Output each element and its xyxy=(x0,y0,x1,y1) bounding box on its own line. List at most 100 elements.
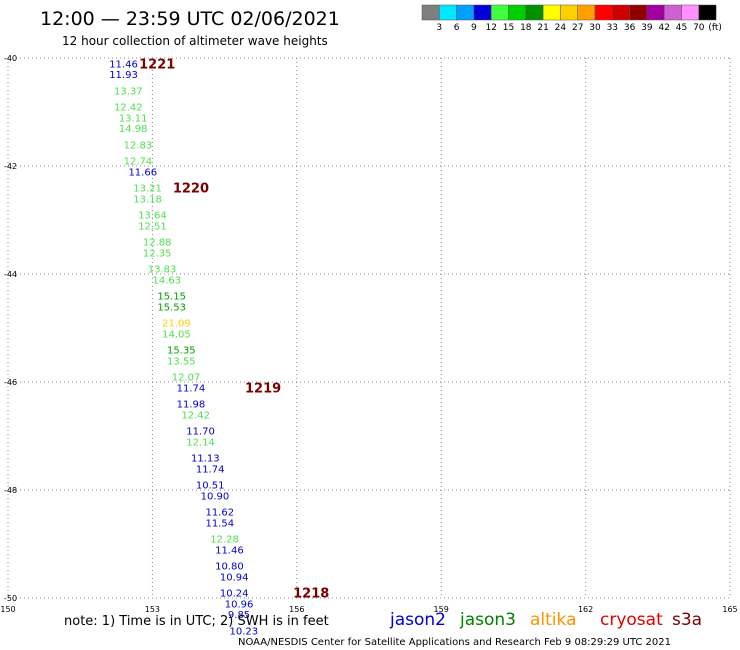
color-scale-label: 9 xyxy=(471,23,477,33)
color-swatch xyxy=(473,4,492,21)
color-scale-label: 45 xyxy=(676,23,687,33)
color-scale-label: 18 xyxy=(520,23,532,33)
color-scale-label: 39 xyxy=(641,23,653,33)
swh-value-label: 14.63 xyxy=(153,275,182,286)
swh-value-label: 11.62 xyxy=(205,508,234,519)
color-swatch xyxy=(663,4,682,21)
color-swatch xyxy=(490,4,509,21)
satellite-legend-item: cryosat xyxy=(600,610,663,630)
color-scale-label: 12 xyxy=(485,23,496,33)
swh-value-label: 10.96 xyxy=(225,599,254,610)
swh-value-label: 13.64 xyxy=(138,211,167,222)
time-label: 1219 xyxy=(245,381,281,396)
swh-value-label: 11.46 xyxy=(215,545,244,556)
satellite-legend-item: jason2 xyxy=(389,610,446,630)
color-scale-unit: (ft) xyxy=(708,23,722,33)
swh-value-label: 10.94 xyxy=(220,572,249,583)
color-scale-label: 42 xyxy=(658,23,669,33)
satellite-legend-item: altika xyxy=(530,610,577,630)
satellite-legend-item: s3a xyxy=(672,610,702,630)
grid-lines xyxy=(7,57,731,599)
color-swatch xyxy=(525,4,544,21)
footer-credit: NOAA/NESDIS Center for Satellite Applica… xyxy=(238,637,671,648)
y-tick-label: -48 xyxy=(4,486,17,495)
color-scale-label: 6 xyxy=(454,23,460,33)
swh-value-label: 11.13 xyxy=(191,454,220,465)
time-labels: 1221 1220 1219 1218 xyxy=(139,57,329,601)
color-swatch xyxy=(594,4,613,21)
swh-value-label: 13.18 xyxy=(133,194,162,205)
color-swatch xyxy=(646,4,665,21)
x-tick-label: 165 xyxy=(722,605,737,614)
time-label: 1220 xyxy=(173,182,209,197)
swh-value-label: 12.35 xyxy=(143,248,172,259)
color-scale-label: 15 xyxy=(503,23,514,33)
color-scale-label: 27 xyxy=(572,23,583,33)
satellite-legend-item: jason3 xyxy=(459,610,516,630)
swh-value-label: 13.83 xyxy=(148,265,177,276)
y-tick-label: -50 xyxy=(4,594,17,603)
swh-value-label: 11.74 xyxy=(196,464,225,475)
swh-value-label: 12.28 xyxy=(210,535,239,546)
swh-value-label: 12.51 xyxy=(138,221,167,232)
swh-value-label: 11.66 xyxy=(128,167,157,178)
swh-value-label: 14.05 xyxy=(162,329,191,340)
swh-value-label: 10.80 xyxy=(215,562,244,573)
color-swatch xyxy=(612,4,630,21)
color-swatch xyxy=(698,4,717,21)
swh-value-label: 13.11 xyxy=(119,113,148,124)
swh-value-label: 15.15 xyxy=(157,292,186,303)
color-scale-label: 30 xyxy=(589,23,601,33)
y-tick-label: -44 xyxy=(4,270,17,279)
color-swatch xyxy=(542,4,561,21)
data-labels: 11.4611.9313.3712.4213.1114.9812.8312.74… xyxy=(109,59,258,637)
swh-value-label: 9.85 xyxy=(228,610,250,621)
plot-frame xyxy=(8,58,730,598)
x-tick-label: 159 xyxy=(434,605,449,614)
color-swatch xyxy=(560,4,578,21)
color-scale-label: 3 xyxy=(436,23,442,33)
swh-value-label: 10.51 xyxy=(196,481,225,492)
swh-value-label: 13.55 xyxy=(167,356,196,367)
swh-value-label: 12.83 xyxy=(124,140,153,151)
swh-value-label: 11.74 xyxy=(177,383,206,394)
y-tick-label: -46 xyxy=(4,378,17,387)
color-scale-label: 70 xyxy=(693,23,705,33)
swh-value-label: 12.88 xyxy=(143,238,172,249)
x-tick-label: 150 xyxy=(0,605,15,614)
color-swatch xyxy=(629,4,648,21)
swh-value-label: 10.90 xyxy=(201,491,230,502)
time-label: 1218 xyxy=(293,587,329,602)
swh-value-label: 11.98 xyxy=(177,400,206,411)
color-swatch xyxy=(577,4,596,21)
swh-value-label: 11.93 xyxy=(109,70,138,81)
color-swatch xyxy=(508,4,527,21)
swh-value-label: 13.37 xyxy=(114,86,143,97)
color-swatch xyxy=(681,4,700,21)
color-swatch xyxy=(439,4,457,21)
swh-value-label: 10.24 xyxy=(220,589,249,600)
x-tick-label: 156 xyxy=(289,605,304,614)
swh-value-label: 12.42 xyxy=(181,410,210,421)
swh-value-label: 15.35 xyxy=(167,346,196,357)
chart-subtitle: 12 hour collection of altimeter wave hei… xyxy=(62,34,328,48)
swh-value-label: 11.70 xyxy=(186,427,215,438)
x-tick-label: 162 xyxy=(578,605,593,614)
color-scale-label: 33 xyxy=(607,23,618,33)
time-label: 1221 xyxy=(139,57,175,72)
swh-value-label: 12.74 xyxy=(124,157,153,168)
color-scale-legend: 3 6 9 12 15 18 21 24 27 30 33 36 39 42 45 70 (ft) xyxy=(421,4,722,33)
swh-value-label: 11.54 xyxy=(205,518,234,529)
footer-note: note: 1) Time is in UTC; 2) SWH is in fe… xyxy=(64,614,329,629)
color-swatch xyxy=(456,4,475,21)
swh-value-label: 15.53 xyxy=(157,302,186,313)
color-swatch xyxy=(421,4,440,21)
chart-title: 12:00 — 23:59 UTC 02/06/2021 xyxy=(40,8,340,30)
x-tick-label: 153 xyxy=(145,605,160,614)
swh-value-label: 12.42 xyxy=(114,103,143,114)
color-scale-label: 24 xyxy=(555,23,567,33)
swh-value-label: 21.09 xyxy=(162,319,191,330)
axis-ticks: 150 153 156 159 162 165 -40 -42 -44 -46 -48 -50 xyxy=(0,54,737,614)
color-scale-label: 36 xyxy=(624,23,636,33)
